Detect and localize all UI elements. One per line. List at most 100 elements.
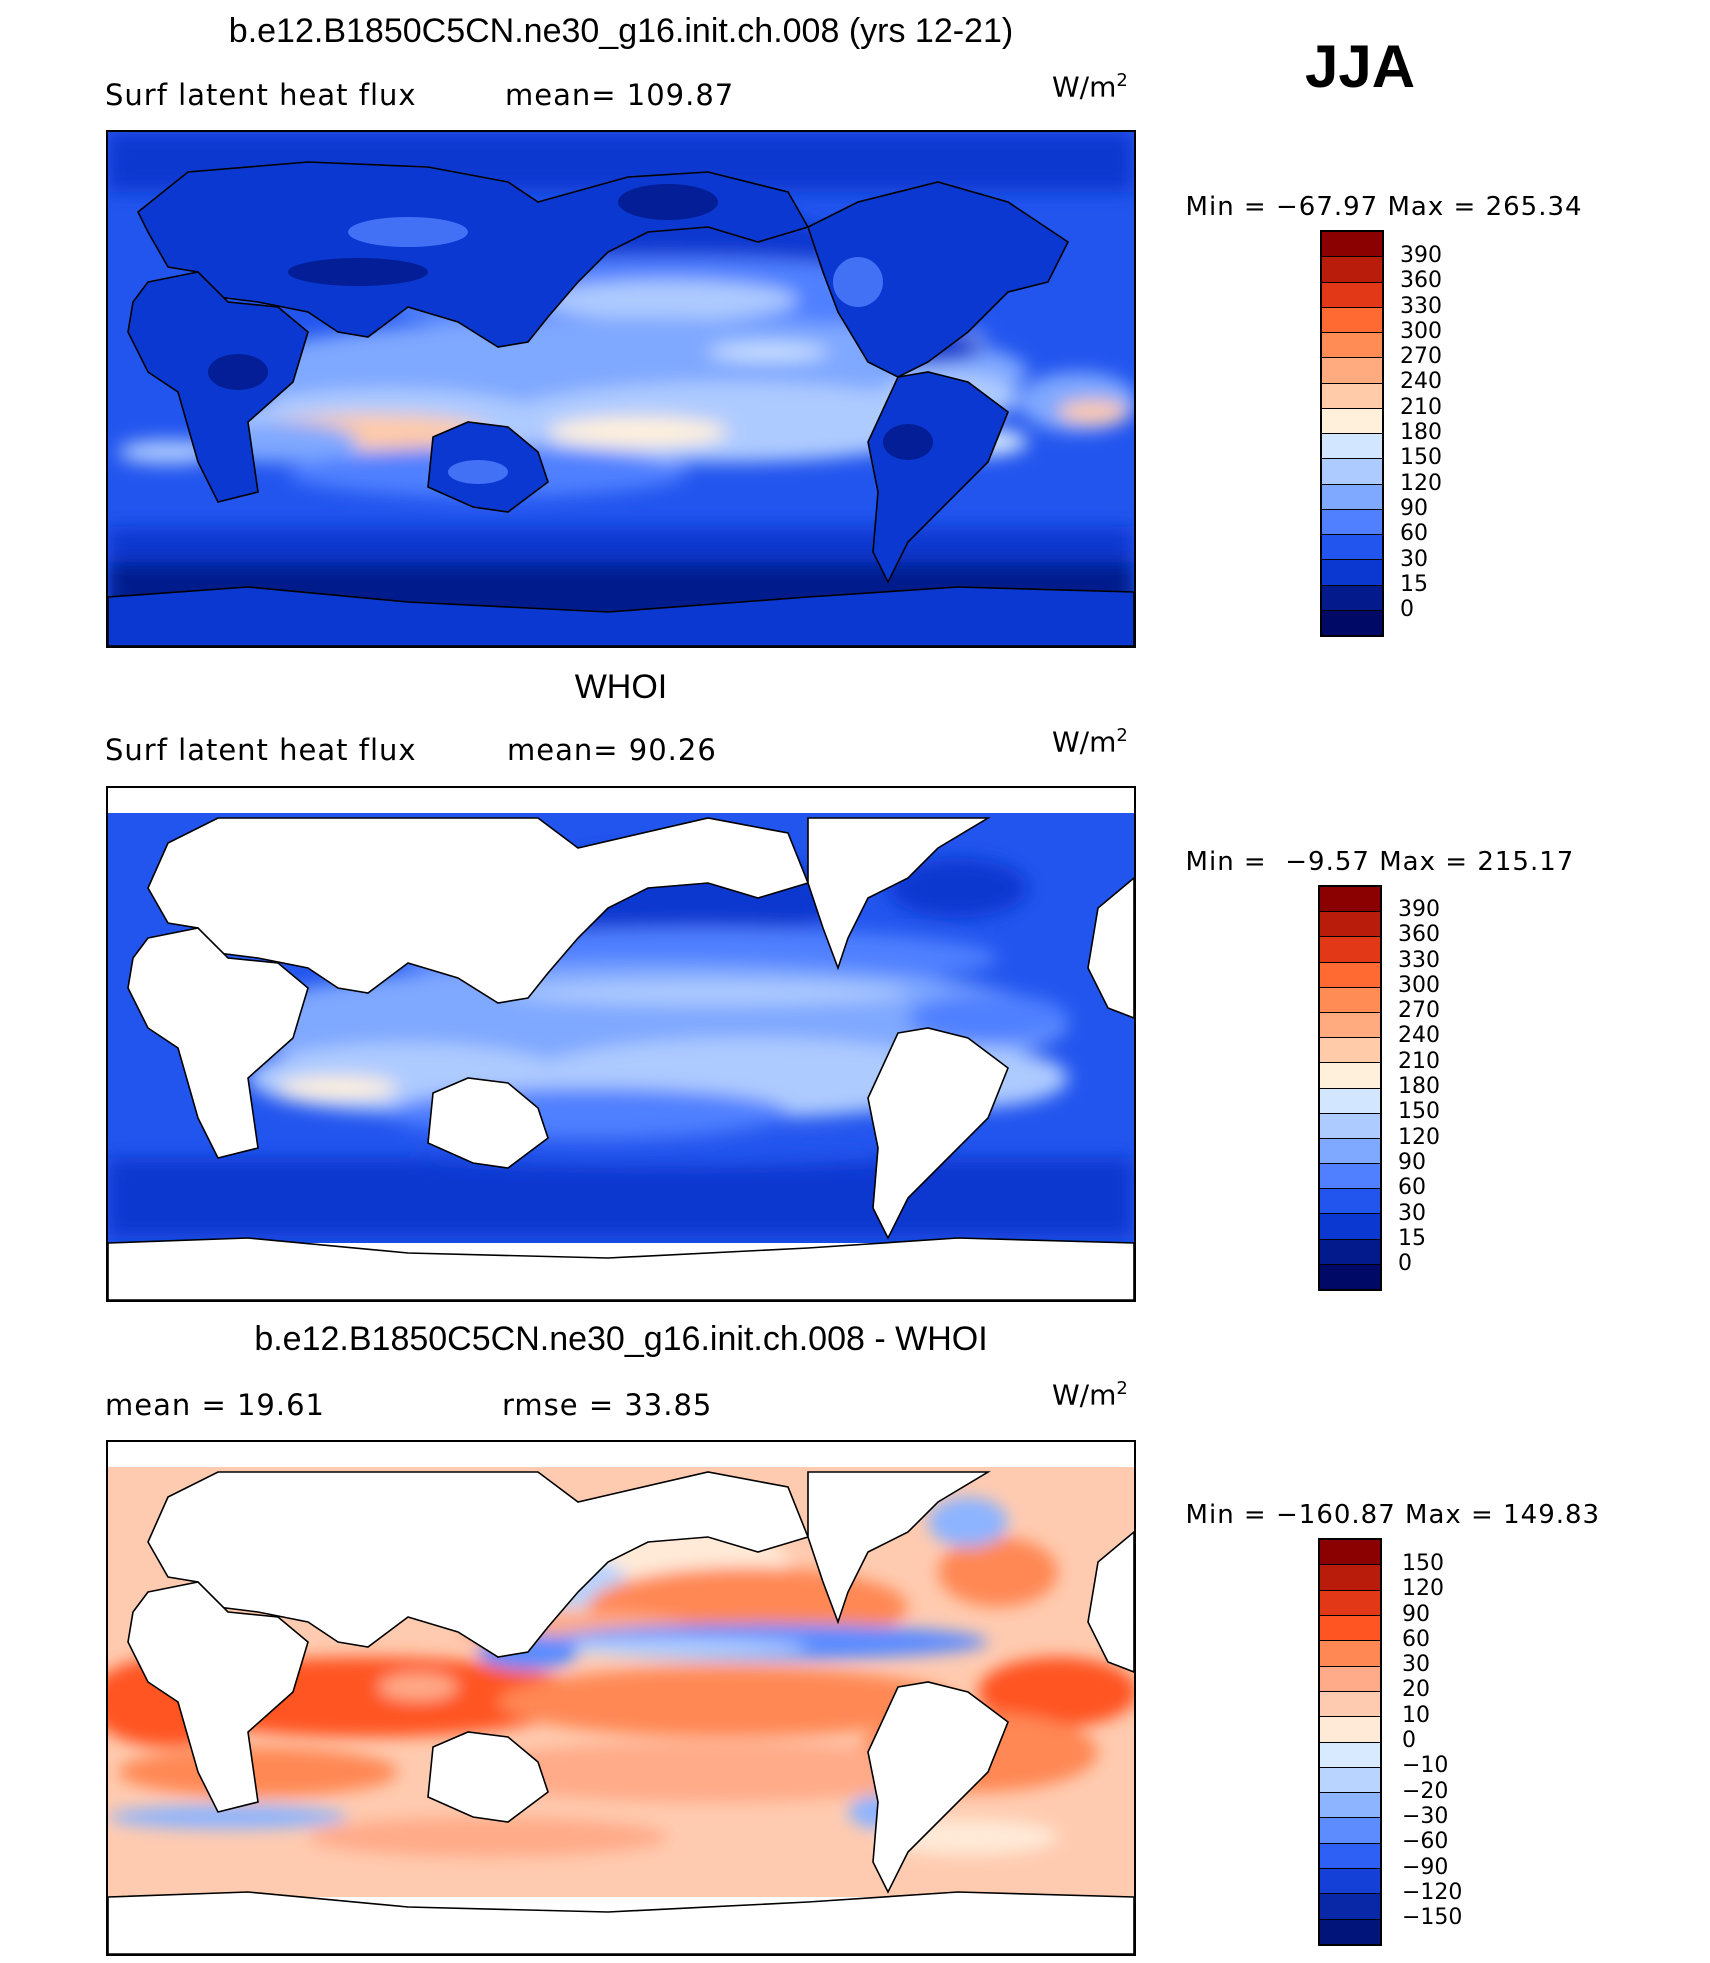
colorbar-swatch bbox=[1320, 937, 1380, 963]
colorbar-swatch bbox=[1320, 1742, 1380, 1768]
colorbar-swatch bbox=[1320, 1843, 1380, 1870]
colorbar-level-label: 390 bbox=[1398, 897, 1440, 922]
panel-1-max-value: 265.34 bbox=[1485, 192, 1583, 222]
colorbar-level-label: 360 bbox=[1398, 922, 1440, 948]
panel-2-units-exp: 2 bbox=[1116, 725, 1128, 746]
colorbar-level-label: 300 bbox=[1398, 972, 1440, 998]
colorbar-level-label: 60 bbox=[1400, 521, 1428, 547]
panel-3-units: W/m2 bbox=[1052, 1378, 1128, 1411]
panel-3-rmse-label: rmse = 33.85 bbox=[502, 1388, 713, 1422]
panel-3-max-label: Max bbox=[1405, 1500, 1462, 1530]
panel-3-mean-label: mean = 19.61 bbox=[105, 1388, 325, 1422]
colorbar-level-label: 60 bbox=[1402, 1626, 1430, 1652]
colorbar-swatch bbox=[1322, 459, 1382, 485]
panel-1-minmax: Min = −67.97 Max = 265.34 bbox=[1185, 192, 1583, 222]
panel-1-map bbox=[106, 130, 1136, 648]
colorbar-swatch bbox=[1320, 987, 1380, 1013]
colorbar-swatch bbox=[1322, 307, 1382, 333]
colorbar-swatch bbox=[1320, 1767, 1380, 1794]
colorbar-level-label: 90 bbox=[1400, 495, 1428, 521]
colorbar-level-label: 150 bbox=[1402, 1551, 1444, 1576]
colorbar-level-label: 20 bbox=[1402, 1677, 1430, 1703]
colorbar-swatch bbox=[1320, 1641, 1380, 1667]
panel-2-colorbar bbox=[1318, 885, 1382, 1291]
colorbar-swatch bbox=[1320, 1666, 1380, 1692]
panel-2-max-label: Max bbox=[1379, 847, 1436, 877]
colorbar-swatch bbox=[1320, 1717, 1380, 1743]
colorbar-swatch bbox=[1322, 509, 1382, 535]
colorbar-level-label: 360 bbox=[1400, 268, 1442, 294]
colorbar-level-label: 270 bbox=[1398, 998, 1440, 1024]
colorbar-level-label: 0 bbox=[1400, 597, 1414, 623]
colorbar-level-label: 210 bbox=[1400, 394, 1442, 420]
colorbar-level-label: 0 bbox=[1398, 1251, 1412, 1277]
colorbar-swatch bbox=[1320, 1012, 1380, 1039]
panel-3-units-exp: 2 bbox=[1116, 1378, 1128, 1399]
colorbar-level-label: −60 bbox=[1402, 1829, 1449, 1855]
panel-2-map bbox=[106, 786, 1136, 1302]
colorbar-level-label: 330 bbox=[1398, 947, 1440, 973]
panel-1-max-label: Max bbox=[1387, 192, 1445, 222]
panel-2-colorbar-labels: 390 360 330 300 270 240 210 180 150 120 90 60 30 15 0 bbox=[1398, 897, 1440, 1276]
colorbar-swatch bbox=[1322, 232, 1382, 258]
colorbar-level-label: 0 bbox=[1402, 1728, 1416, 1754]
colorbar-swatch bbox=[1320, 1818, 1380, 1844]
colorbar-swatch bbox=[1320, 1088, 1380, 1114]
colorbar-level-label: 270 bbox=[1400, 344, 1442, 370]
panel-2-minmax: Min = −9.57 Max = 215.17 bbox=[1185, 847, 1575, 877]
colorbar-swatch bbox=[1322, 434, 1382, 460]
panel-2-units: W/m2 bbox=[1052, 725, 1128, 758]
panel-1-title: b.e12.B1850C5CN.ne30_g16.init.ch.008 (yr… bbox=[228, 12, 1014, 50]
panel-1-min-label: Min bbox=[1185, 192, 1235, 222]
colorbar-swatch bbox=[1322, 333, 1382, 359]
colorbar-swatch bbox=[1320, 912, 1380, 938]
colorbar-swatch bbox=[1320, 1214, 1380, 1240]
panel-2-min-value: −9.57 bbox=[1285, 847, 1370, 877]
colorbar-swatch bbox=[1320, 1590, 1380, 1616]
colorbar-level-label: 180 bbox=[1398, 1074, 1440, 1100]
colorbar-swatch bbox=[1322, 610, 1382, 635]
colorbar-swatch bbox=[1320, 1264, 1380, 1289]
panel-1-units: W/m2 bbox=[1052, 70, 1128, 103]
colorbar-swatch bbox=[1320, 1919, 1380, 1944]
colorbar-level-label: 240 bbox=[1400, 369, 1442, 395]
colorbar-swatch bbox=[1320, 1063, 1380, 1089]
panel-1-left-label: Surf latent heat flux bbox=[105, 78, 417, 112]
colorbar-swatch bbox=[1320, 1894, 1380, 1920]
colorbar-swatch bbox=[1320, 887, 1380, 913]
colorbar-swatch bbox=[1320, 1164, 1380, 1190]
colorbar-swatch bbox=[1320, 1540, 1380, 1566]
colorbar-swatch bbox=[1322, 535, 1382, 561]
panel-2-units-text: W/m bbox=[1052, 725, 1117, 759]
panel-1-mean-label: mean= 109.87 bbox=[505, 78, 735, 112]
colorbar-level-label: 60 bbox=[1398, 1175, 1426, 1201]
colorbar-swatch bbox=[1322, 585, 1382, 611]
panel-1-colorbar bbox=[1320, 230, 1384, 637]
colorbar-level-label: −120 bbox=[1402, 1879, 1463, 1905]
colorbar-swatch bbox=[1320, 1793, 1380, 1819]
colorbar-level-label: 10 bbox=[1402, 1702, 1430, 1728]
colorbar-swatch bbox=[1320, 1113, 1380, 1139]
panel-2-mean-label: mean= 90.26 bbox=[507, 733, 717, 767]
panel-3-units-text: W/m bbox=[1052, 1378, 1117, 1412]
colorbar-level-label: −90 bbox=[1402, 1854, 1449, 1880]
panel-1-units-exp: 2 bbox=[1116, 70, 1128, 91]
panel-3-min-value: −160.87 bbox=[1276, 1500, 1396, 1530]
colorbar-swatch bbox=[1322, 282, 1382, 308]
panel-2-left-label: Surf latent heat flux bbox=[105, 733, 417, 767]
colorbar-level-label: 150 bbox=[1398, 1099, 1440, 1125]
colorbar-level-label: 30 bbox=[1400, 546, 1428, 572]
colorbar-level-label: 90 bbox=[1402, 1601, 1430, 1627]
colorbar-swatch bbox=[1320, 1239, 1380, 1265]
colorbar-swatch bbox=[1320, 1615, 1380, 1642]
colorbar-swatch bbox=[1322, 560, 1382, 586]
colorbar-level-label: −30 bbox=[1402, 1803, 1449, 1829]
colorbar-level-label: 90 bbox=[1398, 1149, 1426, 1175]
colorbar-swatch bbox=[1322, 257, 1382, 283]
panel-2-map-svg bbox=[108, 813, 1134, 1300]
panel-1-units-text: W/m bbox=[1052, 70, 1117, 104]
panel-1-colorbar-labels: 390 360 330 300 270 240 210 180 150 120 90 60 30 15 0 bbox=[1400, 243, 1442, 622]
colorbar-level-label: 15 bbox=[1398, 1225, 1426, 1251]
colorbar-level-label: −150 bbox=[1402, 1905, 1463, 1931]
colorbar-level-label: 300 bbox=[1400, 318, 1442, 344]
